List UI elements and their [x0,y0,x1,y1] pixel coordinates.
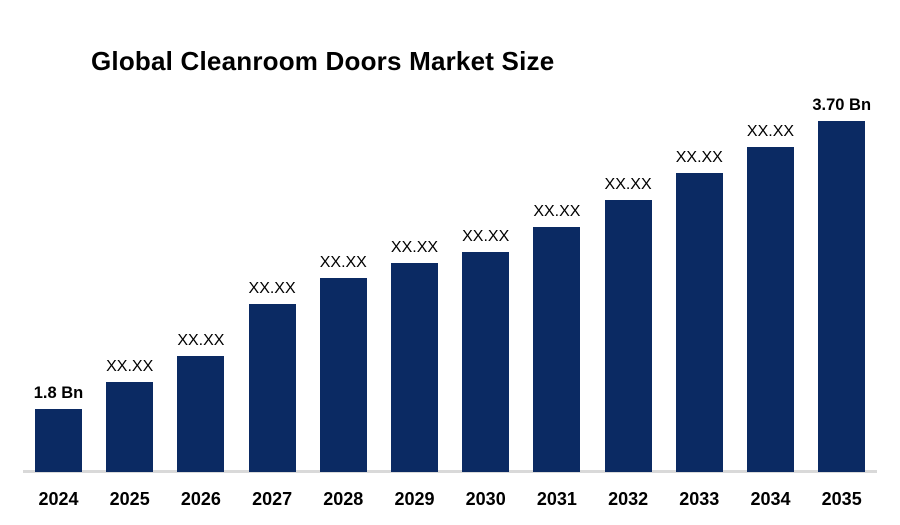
bar-2030 [462,252,510,472]
bar-2034 [747,147,794,472]
bar-value-label-2033: XX.XX [675,149,723,166]
bar-2028 [319,278,367,472]
x-axis-label-2027: 2027 [252,489,293,509]
bar-2033 [675,173,723,472]
bar-value-label-2029: XX.XX [390,239,439,256]
bar-2035 [818,121,866,472]
bar-2031 [533,227,581,472]
chart-title: Global Cleanroom Doors Market Size [91,46,555,76]
x-axis-label-2026: 2026 [180,489,221,509]
x-axis-line [23,470,877,473]
x-axis-label-2034: 2034 [750,489,791,509]
bar-value-label-2025: XX.XX [106,358,154,375]
bar-value-label-2031: XX.XX [533,203,581,220]
bar-2032 [604,200,652,472]
x-axis-label-2028: 2028 [323,489,364,509]
x-axis-label-2035: 2035 [821,489,862,509]
bar-2026 [177,356,225,472]
bar-value-label-2024: 1.8 Bn [33,384,84,402]
bar-2027 [248,304,296,472]
x-axis-label-2032: 2032 [608,489,649,509]
bar-2024 [35,409,82,472]
x-axis-label-2025: 2025 [109,489,150,509]
bar-2025 [106,382,154,472]
bar-2029 [391,263,438,472]
x-axis-label-2029: 2029 [394,489,435,509]
bar-value-label-2027: XX.XX [248,280,296,297]
bar-value-label-2028: XX.XX [319,254,367,271]
bar-value-label-2035: 3.70 Bn [812,96,872,114]
bar-value-label-2034: XX.XX [746,123,795,140]
x-axis-label-2030: 2030 [465,489,506,509]
x-axis-label-2024: 2024 [38,489,79,509]
bar-value-label-2030: XX.XX [462,228,510,245]
x-axis-label-2033: 2033 [679,489,720,509]
x-axis-label-2031: 2031 [536,489,577,509]
bar-value-label-2032: XX.XX [604,176,652,193]
bar-value-label-2026: XX.XX [177,332,225,349]
